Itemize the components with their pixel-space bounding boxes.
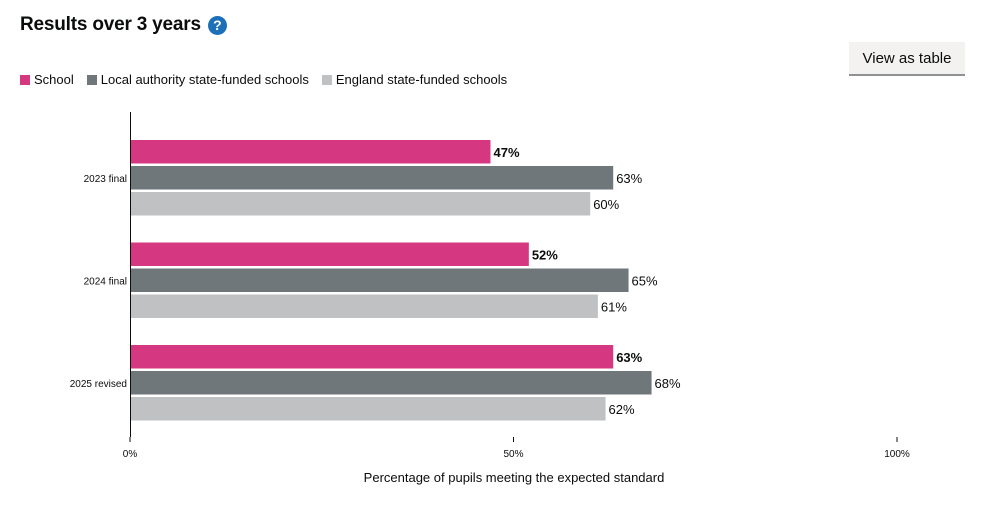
bar-1-1: [130, 268, 629, 292]
chart-legend: School Local authority state-funded scho…: [20, 72, 520, 87]
help-icon[interactable]: ?: [207, 15, 227, 35]
bar-0-2: [130, 192, 591, 216]
bar-value-label: 61%: [601, 299, 627, 314]
legend-swatch-local-authority: [86, 74, 97, 85]
bar-value-label: 52%: [532, 247, 558, 262]
chart-header: Results over 3 years ?: [20, 14, 227, 36]
bar-value-label: 60%: [593, 197, 619, 212]
bar-2-2: [130, 397, 606, 421]
bar-1-2: [130, 294, 598, 318]
bar-1-0: [130, 242, 529, 266]
bar-0-1: [130, 166, 614, 190]
legend-item-england: England state-funded schools: [321, 72, 508, 87]
x-axis-title: Percentage of pupils meeting the expecte…: [363, 470, 665, 485]
legend-label-england: England state-funded schools: [335, 72, 508, 87]
category-label: 2023 final: [84, 174, 127, 185]
bar-2-1: [130, 371, 652, 395]
x-tick-label: 100%: [884, 449, 910, 460]
bar-2-0: [130, 345, 614, 369]
legend-item-local-authority: Local authority state-funded schools: [86, 72, 309, 87]
bar-value-label: 47%: [493, 145, 519, 160]
bar-0-0: [130, 140, 491, 164]
bar-value-label: 63%: [616, 350, 642, 365]
legend-swatch-school: [20, 74, 30, 85]
legend-label-school: School: [34, 72, 74, 87]
category-label: 2024 final: [84, 276, 127, 287]
bar-value-label: 63%: [616, 171, 642, 186]
bar-value-label: 65%: [632, 273, 658, 288]
chart-title: Results over 3 years: [20, 14, 201, 35]
category-label: 2025 revised: [70, 379, 127, 390]
bar-value-label: 68%: [655, 376, 681, 391]
x-tick-label: 50%: [503, 449, 523, 460]
bar-value-label: 62%: [609, 402, 635, 417]
x-tick-label: 0%: [123, 449, 138, 460]
legend-item-school: School: [20, 72, 74, 87]
legend-label-local-authority: Local authority state-funded schools: [100, 72, 309, 87]
view-as-table-button[interactable]: View as table: [849, 42, 965, 74]
legend-swatch-england: [321, 74, 332, 85]
